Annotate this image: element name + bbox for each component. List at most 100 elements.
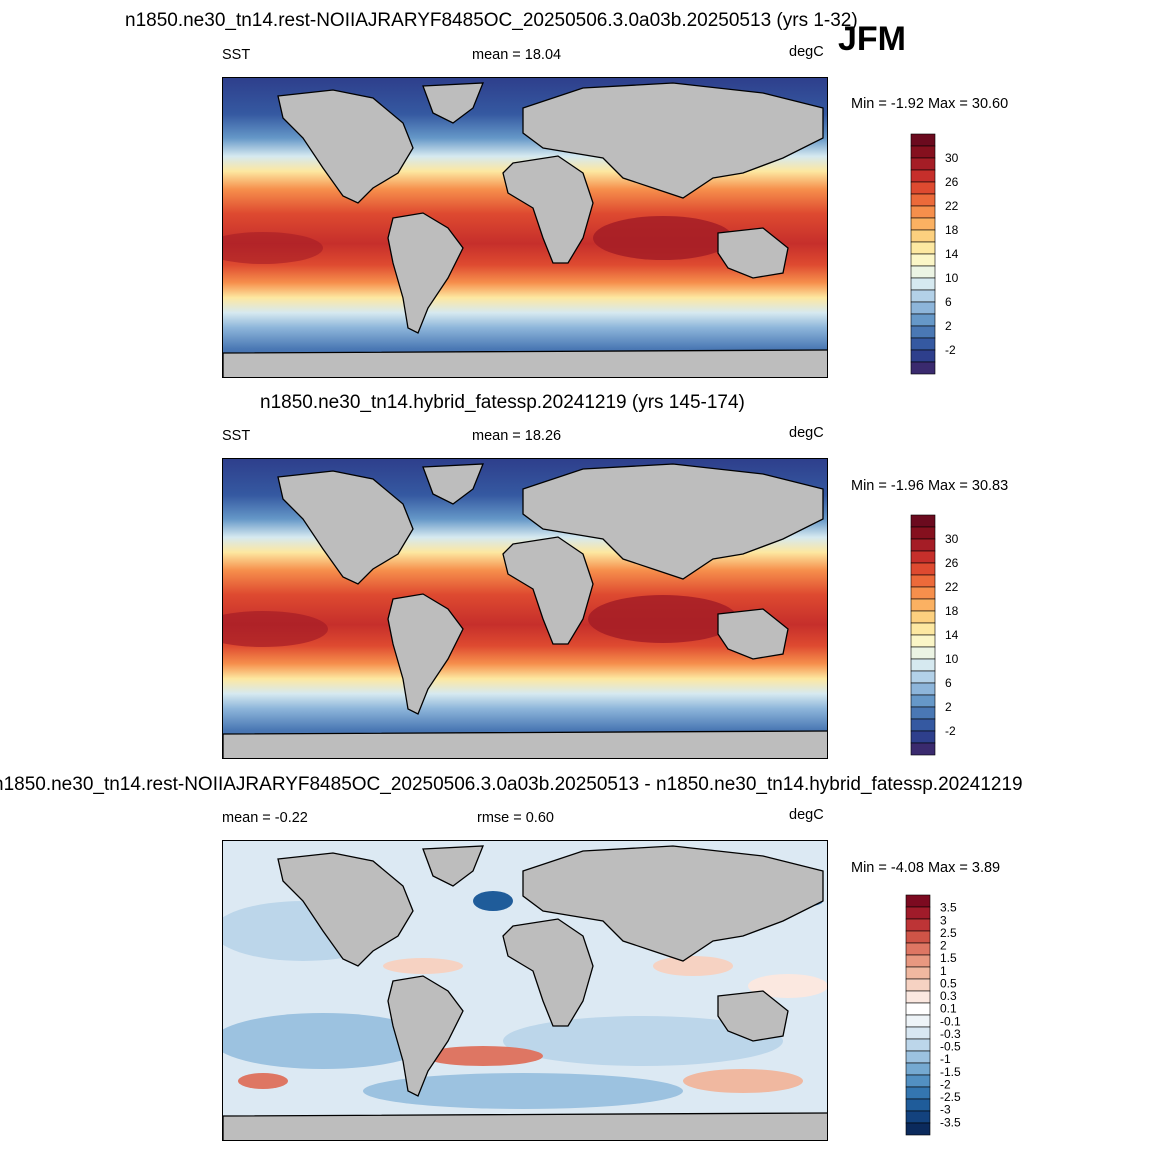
- panel-3-units: degC: [789, 807, 824, 823]
- colorbar-swatch: [910, 646, 936, 660]
- colorbar-swatch: [910, 337, 936, 351]
- colorbar-swatch: [905, 1110, 931, 1124]
- colorbar-tick-label: 14: [945, 628, 959, 642]
- panel-3-rmse: rmse = 0.60: [477, 810, 554, 826]
- colorbar-tick-label: 30: [945, 532, 959, 546]
- colorbar-swatch: [910, 217, 936, 231]
- colorbar-tick-label: 3: [940, 913, 947, 927]
- colorbar-swatch: [910, 622, 936, 636]
- colorbar-swatch: [905, 1014, 931, 1028]
- colorbar-tick-label: 2.5: [940, 926, 957, 940]
- colorbar-swatch: [910, 349, 936, 363]
- colorbar-swatch: [910, 229, 936, 243]
- colorbar-swatch: [905, 1026, 931, 1040]
- colorbar-tick-label: 0.1: [940, 1002, 957, 1016]
- colorbar-swatch: [905, 1062, 931, 1076]
- colorbar-tick-label: 6: [945, 676, 952, 690]
- colorbar-tick-label: 1.5: [940, 951, 957, 965]
- colorbar-tick-label: 18: [945, 604, 959, 618]
- colorbar-tick-label: 3.5: [940, 901, 957, 915]
- colorbar-tick-label: 2: [940, 939, 947, 953]
- colorbar-tick-label: -2: [940, 1077, 951, 1091]
- colorbar-tick-label: -2: [945, 343, 956, 357]
- colorbar-tick-label: 0.3: [940, 989, 957, 1003]
- colorbar-tick-label: 0.5: [940, 976, 957, 990]
- colorbar-swatch: [910, 682, 936, 696]
- panel-3-title: n1850.ne30_tn14.rest-NOIIAJRARYF8485OC_2…: [0, 774, 1023, 795]
- colorbar-swatch: [910, 514, 936, 528]
- colorbar-swatch: [905, 918, 931, 932]
- colorbar-tick-label: 1: [940, 964, 947, 978]
- panel-3-minmax: Min = -4.08 Max = 3.89: [851, 860, 1001, 876]
- colorbar-tick-label: 10: [945, 271, 959, 285]
- colorbar-swatch: [905, 1050, 931, 1064]
- colorbar-tick-label: 22: [945, 580, 959, 594]
- panel-2-units: degC: [789, 425, 824, 441]
- colorbar-swatch: [910, 562, 936, 576]
- colorbar-tick-label: 22: [945, 199, 959, 213]
- colorbar-swatch: [910, 574, 936, 588]
- colorbar-swatch: [905, 990, 931, 1004]
- colorbar-swatch: [905, 894, 931, 908]
- colorbar-swatch: [910, 133, 936, 147]
- colorbar-swatch: [905, 942, 931, 956]
- colorbar-tick-label: -0.3: [940, 1027, 961, 1041]
- colorbar-swatch: [910, 193, 936, 207]
- colorbar-swatch: [905, 1038, 931, 1052]
- colorbar-tick-label: 10: [945, 652, 959, 666]
- colorbar-tick-label: 2: [945, 319, 952, 333]
- panel-1-landmass: [223, 82, 827, 377]
- colorbar-swatch: [910, 169, 936, 183]
- colorbar-swatch: [910, 598, 936, 612]
- colorbar-swatch: [910, 325, 936, 339]
- colorbar-tick-label: -0.5: [940, 1040, 961, 1054]
- colorbar-tick-label: 14: [945, 247, 959, 261]
- colorbar-swatch: [910, 550, 936, 564]
- colorbar-swatch: [910, 277, 936, 291]
- panel-3-landmass: [223, 845, 827, 1140]
- colorbar-swatch: [910, 742, 936, 756]
- panel-1-colorbar: 30 26 22 18 14 10 6 2 -2: [910, 133, 971, 376]
- colorbar-swatch: [910, 313, 936, 327]
- colorbar-swatch: [910, 730, 936, 744]
- colorbar-swatch: [910, 361, 936, 375]
- colorbar-tick-label: -0.1: [940, 1014, 961, 1028]
- colorbar-tick-label: -1.5: [940, 1065, 961, 1079]
- panel-1-title: n1850.ne30_tn14.rest-NOIIAJRARYF8485OC_2…: [125, 10, 858, 31]
- colorbar-tick-label: -3.5: [940, 1115, 961, 1129]
- colorbar-swatch: [905, 1098, 931, 1112]
- colorbar-swatch: [910, 145, 936, 159]
- panel-3-map: [222, 840, 828, 1141]
- colorbar-swatch: [905, 978, 931, 992]
- colorbar-swatch: [910, 694, 936, 708]
- panel-1-minmax: Min = -1.92 Max = 30.60: [851, 96, 1009, 112]
- panel-2-title: n1850.ne30_tn14.hybrid_fatessp.20241219 …: [260, 392, 745, 413]
- colorbar-tick-label: 18: [945, 223, 959, 237]
- panel-1-map: [222, 77, 828, 378]
- colorbar-tick-label: 2: [945, 700, 952, 714]
- colorbar-tick-label: -1: [940, 1052, 951, 1066]
- colorbar-swatch: [910, 241, 936, 255]
- colorbar-swatch: [905, 906, 931, 920]
- colorbar-tick-label: -3: [940, 1103, 951, 1117]
- panel-2-variable-label: SST: [222, 428, 251, 444]
- panel-3-colorbar-svg: 3.532.521.510.50.30.1-0.1-0.3-0.5-1-1.5-…: [905, 894, 961, 1136]
- colorbar-swatch: [910, 253, 936, 267]
- colorbar-swatch: [905, 1086, 931, 1100]
- colorbar-swatch: [910, 526, 936, 540]
- colorbar-swatch: [910, 718, 936, 732]
- season-label: JFM: [838, 20, 906, 58]
- panel-1-mean: mean = 18.04: [472, 47, 562, 63]
- panel-1-variable-label: SST: [222, 47, 251, 63]
- panel-2-mean: mean = 18.26: [472, 428, 562, 444]
- colorbar-swatch: [910, 658, 936, 672]
- colorbar-swatch: [910, 205, 936, 219]
- colorbar-swatch: [910, 157, 936, 171]
- colorbar-swatch: [905, 966, 931, 980]
- colorbar-swatch: [905, 1002, 931, 1016]
- panel-1-colorbar-svg: 30 26 22 18 14 10 6 2 -2: [910, 133, 959, 375]
- colorbar-tick-label: 30: [945, 151, 959, 165]
- colorbar-swatch: [910, 538, 936, 552]
- panel-2-colorbar-svg: 30 26 22 18 14 10 6 2 -2: [910, 514, 959, 756]
- colorbar-swatch: [910, 181, 936, 195]
